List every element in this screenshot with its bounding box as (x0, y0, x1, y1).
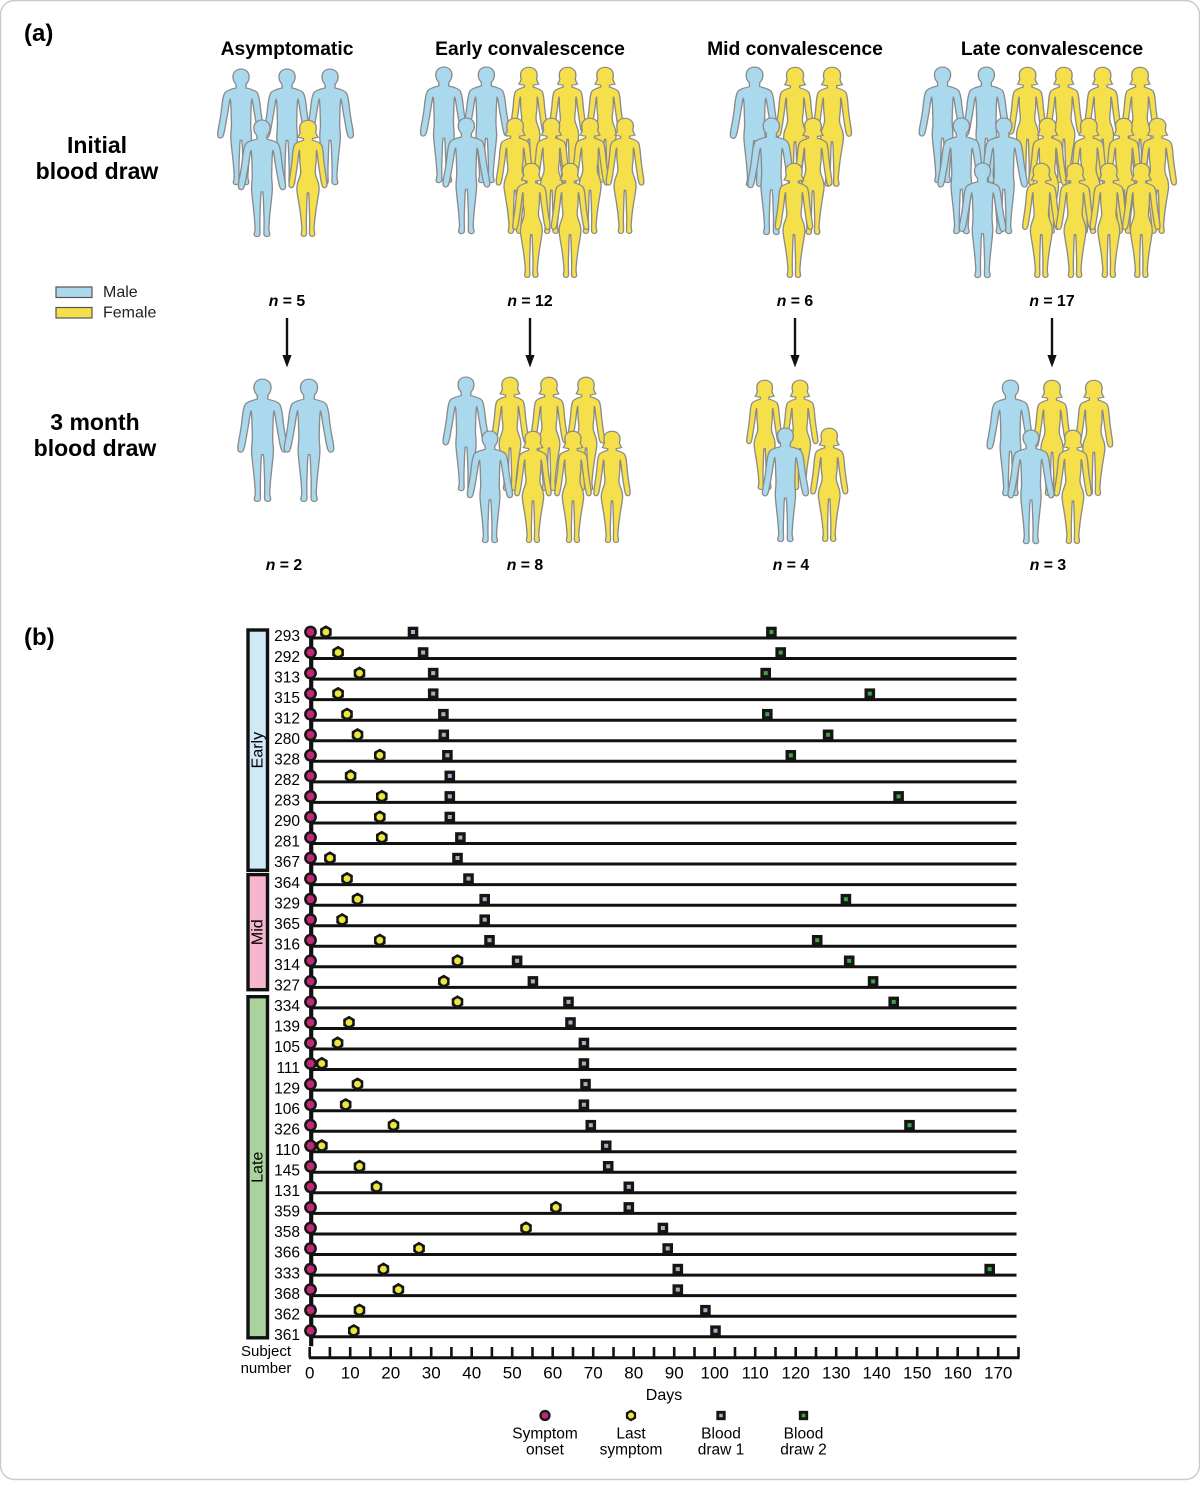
svg-text:Days: Days (646, 1387, 682, 1404)
svg-text:Subject: Subject (241, 1343, 292, 1360)
svg-text:367: 367 (274, 854, 300, 871)
svg-text:n = 6: n = 6 (777, 293, 814, 310)
svg-text:110: 110 (742, 1364, 769, 1383)
svg-text:131: 131 (274, 1183, 300, 1200)
svg-text:30: 30 (422, 1364, 441, 1383)
svg-text:symptom: symptom (600, 1442, 663, 1459)
svg-text:number: number (241, 1360, 292, 1377)
svg-text:281: 281 (274, 834, 300, 851)
svg-text:n = 3: n = 3 (1030, 557, 1067, 574)
svg-text:290: 290 (274, 813, 300, 830)
svg-text:20: 20 (381, 1364, 400, 1383)
svg-text:316: 316 (274, 937, 300, 954)
svg-text:draw 1: draw 1 (698, 1442, 745, 1459)
svg-text:n = 5: n = 5 (269, 293, 306, 310)
svg-text:327: 327 (274, 978, 300, 995)
svg-text:Female: Female (103, 305, 156, 322)
svg-text:170: 170 (984, 1364, 1012, 1383)
svg-text:361: 361 (274, 1327, 300, 1344)
svg-text:106: 106 (274, 1101, 300, 1118)
svg-text:359: 359 (274, 1204, 300, 1221)
svg-text:130: 130 (822, 1364, 850, 1383)
svg-text:334: 334 (274, 998, 300, 1015)
svg-text:n = 4: n = 4 (773, 557, 810, 574)
svg-text:n = 12: n = 12 (507, 293, 552, 310)
svg-text:111: 111 (276, 1060, 300, 1077)
svg-text:333: 333 (274, 1265, 300, 1282)
svg-text:70: 70 (584, 1364, 603, 1383)
svg-text:Initial: Initial (67, 132, 127, 158)
svg-text:120: 120 (782, 1364, 810, 1383)
svg-text:90: 90 (665, 1364, 684, 1383)
svg-text:10: 10 (341, 1364, 360, 1383)
svg-text:n = 2: n = 2 (266, 557, 303, 574)
svg-text:80: 80 (624, 1364, 643, 1383)
svg-text:onset: onset (526, 1442, 565, 1459)
svg-text:blood draw: blood draw (36, 158, 159, 184)
svg-text:315: 315 (274, 690, 300, 707)
svg-text:100: 100 (701, 1364, 729, 1383)
svg-text:(b): (b) (24, 624, 55, 651)
svg-text:358: 358 (274, 1224, 300, 1241)
svg-text:Early convalescence: Early convalescence (435, 39, 625, 60)
svg-text:366: 366 (274, 1245, 300, 1262)
svg-text:3 month: 3 month (50, 409, 139, 435)
svg-text:362: 362 (274, 1306, 300, 1323)
svg-text:40: 40 (462, 1364, 481, 1383)
svg-text:Male: Male (103, 284, 138, 301)
svg-text:283: 283 (274, 793, 300, 810)
svg-text:Blood: Blood (701, 1426, 741, 1443)
svg-text:Blood: Blood (784, 1426, 824, 1443)
svg-text:Late: Late (249, 1152, 266, 1183)
svg-text:Mid: Mid (249, 919, 266, 945)
svg-text:280: 280 (274, 731, 300, 748)
svg-text:326: 326 (274, 1121, 300, 1138)
svg-text:150: 150 (903, 1364, 931, 1383)
svg-text:n = 17: n = 17 (1029, 293, 1074, 310)
svg-text:328: 328 (274, 752, 300, 769)
svg-text:282: 282 (274, 772, 300, 789)
svg-text:(a): (a) (24, 20, 53, 47)
svg-text:129: 129 (274, 1080, 300, 1097)
svg-text:blood draw: blood draw (34, 435, 157, 461)
svg-text:Mid convalescence: Mid convalescence (707, 39, 883, 60)
svg-text:160: 160 (944, 1364, 972, 1383)
svg-text:105: 105 (274, 1039, 300, 1056)
svg-text:368: 368 (274, 1286, 300, 1303)
svg-text:60: 60 (543, 1364, 562, 1383)
svg-text:Late convalescence: Late convalescence (961, 39, 1143, 60)
svg-text:329: 329 (274, 895, 300, 912)
svg-text:292: 292 (274, 649, 300, 666)
svg-text:365: 365 (274, 916, 300, 933)
svg-text:145: 145 (274, 1163, 300, 1180)
svg-text:Last: Last (616, 1426, 646, 1443)
svg-text:313: 313 (274, 669, 300, 686)
svg-text:Symptom: Symptom (512, 1426, 577, 1443)
svg-text:n = 8: n = 8 (507, 557, 544, 574)
svg-text:draw 2: draw 2 (780, 1442, 827, 1459)
svg-text:364: 364 (274, 875, 300, 892)
svg-text:Asymptomatic: Asymptomatic (221, 39, 354, 60)
svg-text:50: 50 (503, 1364, 522, 1383)
svg-text:0: 0 (305, 1364, 314, 1383)
svg-text:312: 312 (274, 710, 300, 727)
svg-text:110: 110 (275, 1142, 300, 1159)
svg-text:293: 293 (274, 628, 300, 645)
svg-text:139: 139 (274, 1019, 300, 1036)
svg-text:Early: Early (249, 732, 266, 768)
svg-text:140: 140 (863, 1364, 891, 1383)
svg-text:314: 314 (274, 957, 300, 974)
